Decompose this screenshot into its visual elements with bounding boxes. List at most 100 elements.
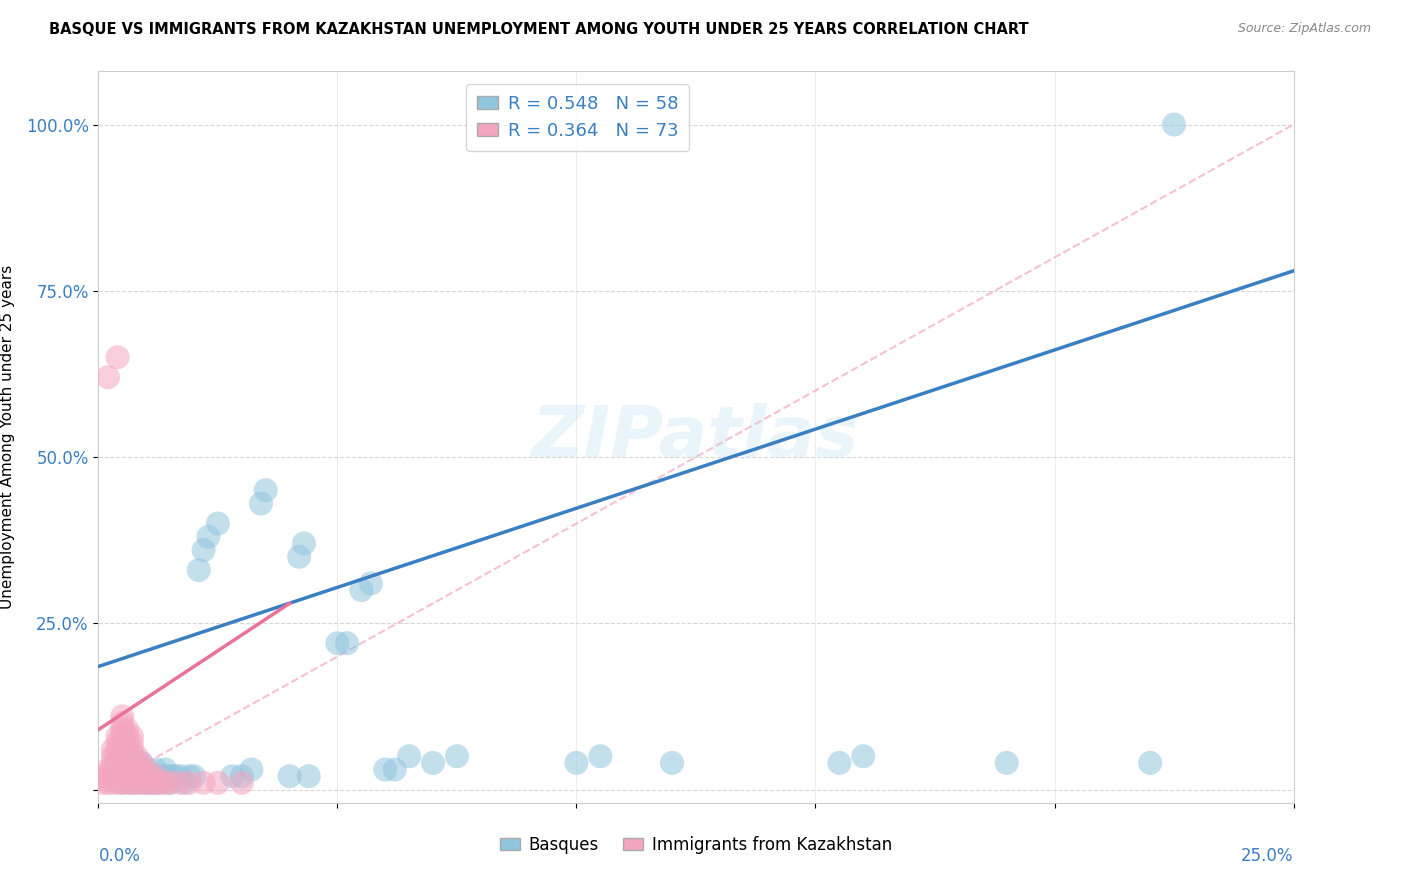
Point [661,756,683,770]
Point [326,636,349,650]
Point [169,769,191,783]
Point [125,749,148,764]
Point [374,763,396,777]
Point [115,769,138,783]
Point [145,769,167,783]
Point [135,763,157,777]
Point [115,729,138,743]
Point [91,776,114,790]
Point [135,763,157,777]
Point [115,763,138,777]
Point [145,776,167,790]
Point [121,763,143,777]
Point [115,723,138,737]
Point [207,776,229,790]
Point [101,749,124,764]
Point [101,769,124,783]
Point [183,769,205,783]
Point [159,776,181,790]
Point [121,736,143,750]
Text: 0.0%: 0.0% [98,847,141,864]
Point [1163,118,1185,132]
Text: BASQUE VS IMMIGRANTS FROM KAZAKHSTAN UNEMPLOYMENT AMONG YOUTH UNDER 25 YEARS COR: BASQUE VS IMMIGRANTS FROM KAZAKHSTAN UNE… [49,22,1029,37]
Point [121,742,143,756]
Legend: Basques, Immigrants from Kazakhstan: Basques, Immigrants from Kazakhstan [494,829,898,860]
Point [115,742,138,756]
Point [131,763,153,777]
Point [111,776,134,790]
Point [107,351,129,365]
Point [107,769,129,783]
Point [107,763,129,777]
Point [111,769,134,783]
Point [852,749,875,764]
Point [446,749,468,764]
Point [398,749,420,764]
Point [135,776,157,790]
Point [145,776,167,790]
Point [193,776,215,790]
Point [131,769,153,783]
Point [422,756,444,770]
Point [111,776,134,790]
Point [111,756,134,770]
Point [197,530,219,544]
Point [115,776,138,790]
Point [135,776,157,790]
Point [278,769,301,783]
Point [91,769,114,783]
Point [107,729,129,743]
Point [149,769,172,783]
Point [97,763,120,777]
Point [125,769,148,783]
Point [111,716,134,731]
Text: 25.0%: 25.0% [1241,847,1294,864]
Point [111,749,134,764]
Text: Source: ZipAtlas.com: Source: ZipAtlas.com [1237,22,1371,36]
Point [115,756,138,770]
Point [1139,756,1161,770]
Point [207,516,229,531]
Point [101,763,124,777]
Point [107,742,129,756]
Point [155,776,177,790]
Point [589,749,612,764]
Y-axis label: Unemployment Among Youth under 25 years: Unemployment Among Youth under 25 years [0,265,14,609]
Point [131,769,153,783]
Point [115,749,138,764]
Point [298,769,321,783]
Point [107,756,129,770]
Point [254,483,277,498]
Point [111,709,134,723]
Point [125,763,148,777]
Point [163,769,186,783]
Point [292,536,315,550]
Point [131,756,153,770]
Point [240,763,263,777]
Point [145,769,167,783]
Point [111,742,134,756]
Point [360,576,382,591]
Point [350,582,373,597]
Point [221,769,243,783]
Point [107,776,129,790]
Point [173,776,195,790]
Point [121,769,143,783]
Point [159,769,181,783]
Point [111,763,134,777]
Point [111,723,134,737]
Point [135,769,157,783]
Point [139,769,162,783]
Point [193,543,215,558]
Point [231,776,253,790]
Point [131,776,153,790]
Point [187,563,209,577]
Point [139,776,162,790]
Point [139,776,162,790]
Point [288,549,311,564]
Point [139,769,162,783]
Point [121,776,143,790]
Point [111,769,134,783]
Point [159,776,181,790]
Point [145,763,167,777]
